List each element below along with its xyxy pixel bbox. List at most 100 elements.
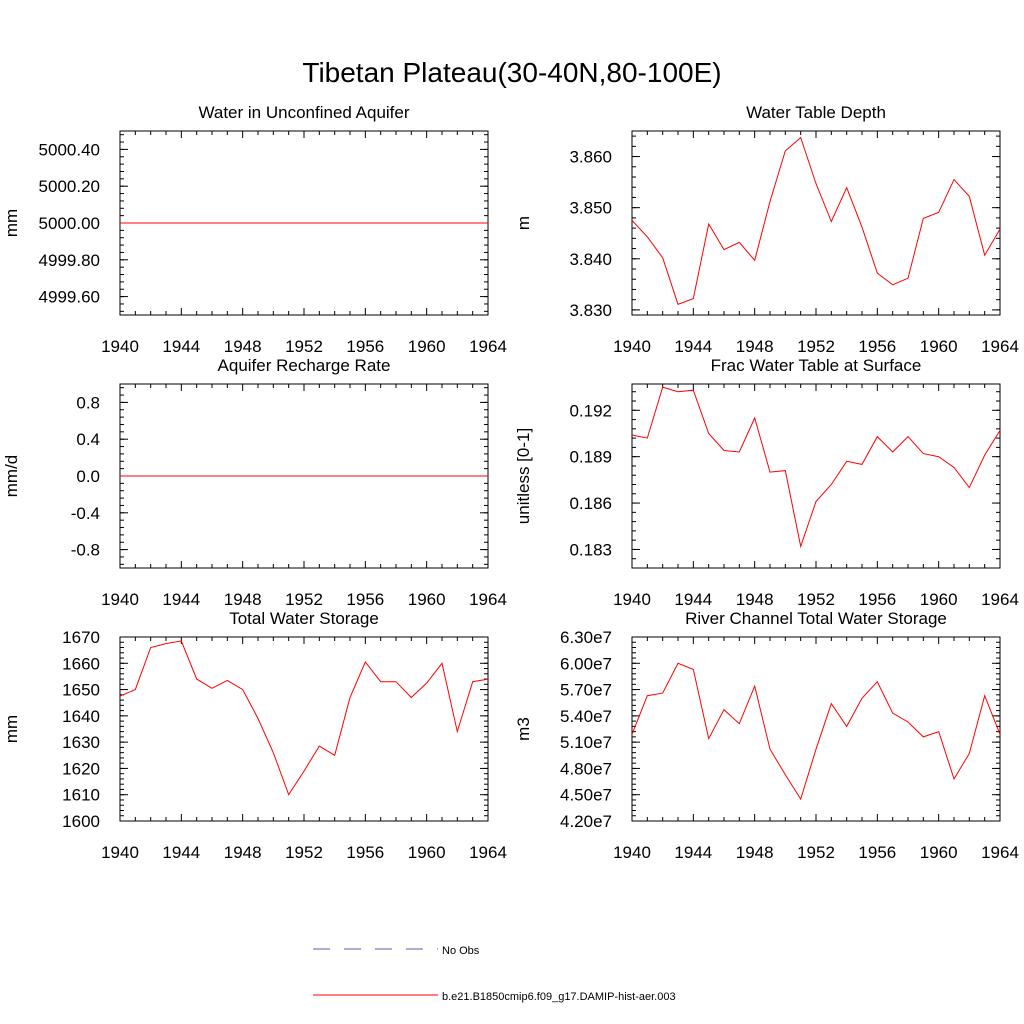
x-tick-label: 1960 — [920, 337, 958, 356]
y-tick-label: 6.30e7 — [560, 628, 612, 647]
x-tick-label: 1960 — [408, 337, 446, 356]
y-tick-label: 5.40e7 — [560, 707, 612, 726]
y-tick-label: 4999.60 — [39, 288, 100, 307]
x-tick-label: 1940 — [613, 843, 651, 862]
y-tick-label: 0.4 — [76, 430, 100, 449]
chart-panel: Water Table Depth m 1940 1944 1948 1952 1956 19… — [514, 103, 1019, 356]
x-tick-label: 1948 — [224, 843, 262, 862]
x-tick-label: 1952 — [285, 843, 323, 862]
y-axis-label: mm/d — [2, 455, 21, 498]
legend-model-label: b.e21.B1850cmip6.f09_g17.DAMIP-hist-aer.… — [442, 991, 676, 1003]
plot-frame — [631, 130, 1001, 316]
x-tick-label: 1940 — [613, 590, 651, 609]
chart-panel: Frac Water Table at Surface unitless [0-1… — [514, 356, 1019, 609]
y-tick-label: 0.189 — [569, 448, 612, 467]
figure-title: Tibetan Plateau(30-40N,80-100E) — [302, 57, 721, 88]
legend: No Obs b.e21.B1850cmip6.f09_g17.DAMIP-hi… — [313, 945, 676, 1003]
y-tick-label: 1640 — [62, 707, 100, 726]
x-tick-label: 1948 — [224, 337, 262, 356]
chart-panel: Water in Unconfined Aquifer mm 1940 1944 194… — [2, 103, 507, 356]
y-tick-label: 0.8 — [76, 393, 100, 412]
series-line — [631, 662, 1001, 801]
y-tick-label: 0.186 — [569, 494, 612, 513]
x-tick-label: 1940 — [101, 337, 139, 356]
y-tick-label: 5.10e7 — [560, 733, 612, 752]
panel-title: Total Water Storage — [229, 609, 379, 628]
x-tick-label: 1948 — [224, 590, 262, 609]
x-tick-label: 1944 — [674, 843, 712, 862]
x-tick-label: 1944 — [162, 843, 200, 862]
y-tick-label: 4.80e7 — [560, 759, 612, 778]
x-tick-label: 1952 — [797, 843, 835, 862]
x-tick-label: 1960 — [408, 843, 446, 862]
x-tick-label: 1956 — [858, 590, 896, 609]
y-tick-label: 1610 — [62, 786, 100, 805]
x-tick-label: 1948 — [736, 843, 774, 862]
y-tick-label: 4.20e7 — [560, 812, 612, 831]
plot-frame — [631, 636, 1001, 822]
y-tick-label: 3.840 — [569, 250, 612, 269]
x-tick-label: 1952 — [285, 590, 323, 609]
x-tick-label: 1964 — [469, 337, 507, 356]
panels: Water in Unconfined Aquifer mm 1940 1944 194… — [2, 103, 1019, 862]
y-tick-label: 1660 — [62, 654, 100, 673]
x-tick-label: 1956 — [346, 843, 384, 862]
y-tick-label: 5000.40 — [39, 140, 100, 159]
x-tick-label: 1940 — [101, 843, 139, 862]
x-tick-label: 1948 — [736, 590, 774, 609]
y-tick-label: 1630 — [62, 733, 100, 752]
y-tick-label: 4999.80 — [39, 251, 100, 270]
panel-title: River Channel Total Water Storage — [685, 609, 947, 628]
x-tick-label: 1944 — [162, 337, 200, 356]
x-tick-label: 1944 — [162, 590, 200, 609]
x-tick-label: 1964 — [469, 843, 507, 862]
y-tick-label: 5000.00 — [39, 214, 100, 233]
y-tick-label: -0.8 — [71, 541, 100, 560]
y-tick-label: 5.70e7 — [560, 681, 612, 700]
chart-panel: River Channel Total Water Storage m3 1940 1… — [514, 609, 1019, 862]
x-tick-label: 1956 — [346, 337, 384, 356]
x-tick-label: 1948 — [736, 337, 774, 356]
plot-frame — [119, 636, 489, 822]
y-tick-label: 1650 — [62, 681, 100, 700]
y-tick-label: 3.830 — [569, 301, 612, 320]
y-tick-label: 0.183 — [569, 540, 612, 559]
x-tick-label: 1956 — [858, 843, 896, 862]
x-tick-label: 1964 — [469, 590, 507, 609]
y-axis-label: m — [514, 216, 533, 230]
y-tick-label: 1620 — [62, 759, 100, 778]
panel-title: Water Table Depth — [746, 103, 886, 122]
series-line — [119, 640, 489, 796]
plot-frame — [631, 383, 1001, 569]
y-axis-label: m3 — [514, 717, 533, 741]
y-tick-label: -0.4 — [71, 504, 100, 523]
y-tick-label: 3.860 — [569, 148, 612, 167]
x-tick-label: 1964 — [981, 590, 1019, 609]
x-tick-label: 1952 — [797, 337, 835, 356]
y-axis-label: unitless [0-1] — [514, 428, 533, 524]
y-tick-label: 0.0 — [76, 467, 100, 486]
y-tick-label: 5000.20 — [39, 177, 100, 196]
y-tick-label: 4.50e7 — [560, 786, 612, 805]
legend-no-obs-label: No Obs — [442, 945, 480, 957]
x-tick-label: 1960 — [408, 590, 446, 609]
x-tick-label: 1952 — [285, 337, 323, 356]
y-tick-label: 3.850 — [569, 199, 612, 218]
series-line — [631, 136, 1001, 305]
x-tick-label: 1956 — [346, 590, 384, 609]
x-tick-label: 1964 — [981, 337, 1019, 356]
panel-title: Water in Unconfined Aquifer — [198, 103, 409, 122]
x-tick-label: 1960 — [920, 590, 958, 609]
panel-title: Aquifer Recharge Rate — [218, 356, 391, 375]
chart-panel: Total Water Storage mm 1940 1944 1948 1952 195… — [2, 609, 507, 862]
y-tick-label: 0.192 — [569, 401, 612, 420]
x-tick-label: 1960 — [920, 843, 958, 862]
y-tick-label: 1600 — [62, 812, 100, 831]
y-tick-label: 6.00e7 — [560, 654, 612, 673]
x-tick-label: 1956 — [858, 337, 896, 356]
x-tick-label: 1940 — [101, 590, 139, 609]
series-line — [631, 386, 1001, 549]
x-tick-label: 1952 — [797, 590, 835, 609]
x-tick-label: 1944 — [674, 337, 712, 356]
